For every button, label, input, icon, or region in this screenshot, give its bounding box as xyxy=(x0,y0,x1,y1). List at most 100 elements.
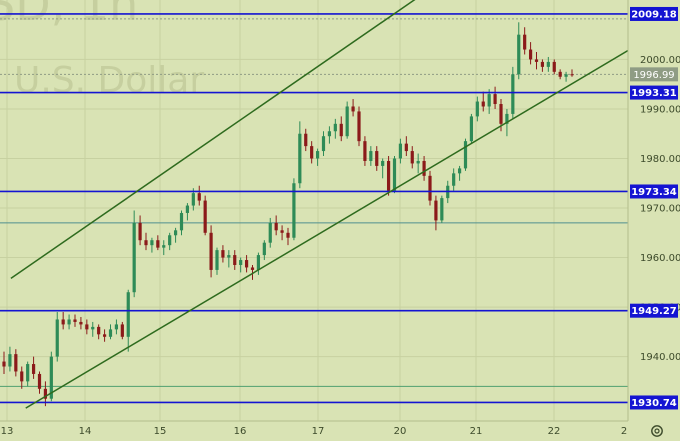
candle-body xyxy=(185,205,190,213)
candle xyxy=(440,195,444,223)
candle-body xyxy=(558,71,562,77)
candle-body xyxy=(381,160,385,166)
candle-body xyxy=(239,260,243,265)
candle xyxy=(268,217,272,248)
candle-body xyxy=(8,354,12,367)
candle-body xyxy=(357,111,361,142)
candle-body xyxy=(43,388,48,399)
time-tick-label: 21 xyxy=(470,426,483,437)
level-label-box xyxy=(630,85,678,100)
trend-lines xyxy=(10,0,661,409)
time-axis[interactable] xyxy=(0,421,628,441)
candle xyxy=(351,99,355,117)
candle-body xyxy=(97,326,101,335)
candle-body xyxy=(410,151,414,164)
candle xyxy=(363,136,367,166)
candle-body xyxy=(85,324,89,330)
candle xyxy=(540,59,545,72)
candle-body xyxy=(321,136,326,152)
grid xyxy=(0,0,631,421)
watermark: SD, 1h U.S. Dollar xyxy=(0,0,204,101)
candle xyxy=(244,255,249,273)
candle xyxy=(156,235,160,251)
level-label-text: 2009.18 xyxy=(631,9,677,20)
candle-body xyxy=(475,101,479,117)
candle xyxy=(97,324,101,340)
candle xyxy=(457,165,462,181)
candle-body xyxy=(351,106,355,112)
time-tick-label: 14 xyxy=(79,426,92,437)
candle xyxy=(416,153,420,174)
candle xyxy=(552,59,556,75)
candle-body xyxy=(375,151,379,166)
candle xyxy=(85,319,89,335)
time-tick-label: 15 xyxy=(154,426,167,437)
candle-body xyxy=(292,183,296,238)
candle-body xyxy=(369,151,373,161)
candle xyxy=(517,22,521,80)
candle xyxy=(79,316,83,330)
time-tick-label: 17 xyxy=(312,426,325,437)
candle xyxy=(20,366,24,389)
gear-icon xyxy=(651,425,663,437)
current-price-label: 1996.99 xyxy=(630,67,678,82)
time-tick-label: 22 xyxy=(548,426,561,437)
candle xyxy=(534,52,539,70)
level-label-1973.34: 1973.34 xyxy=(630,184,678,199)
candle-body xyxy=(138,222,142,241)
candle xyxy=(61,312,65,330)
time-tick-label: 20 xyxy=(394,426,407,437)
candle-body xyxy=(363,141,367,161)
trend-line-channel-lower xyxy=(25,30,661,409)
candle-body xyxy=(428,175,432,201)
candle-body xyxy=(173,230,178,236)
candle xyxy=(67,314,71,330)
candle xyxy=(310,141,314,164)
candle-body xyxy=(61,319,65,325)
candle xyxy=(138,215,142,246)
candle xyxy=(333,118,337,139)
candle xyxy=(546,56,550,72)
candle-body xyxy=(250,267,255,270)
candle-body xyxy=(26,364,30,382)
settings-button[interactable] xyxy=(648,423,666,439)
candle-body xyxy=(91,326,95,330)
candle xyxy=(523,27,527,55)
candle xyxy=(173,227,178,243)
candle-body xyxy=(315,151,320,159)
candle xyxy=(564,71,568,82)
price-tick-label: 1960.00 xyxy=(640,253,680,264)
candle xyxy=(256,252,261,275)
candle-body xyxy=(310,146,314,159)
candle-body xyxy=(440,198,444,221)
candle xyxy=(475,96,479,122)
candle xyxy=(162,240,166,256)
candle-body xyxy=(221,250,225,258)
time-tick-label: 2 xyxy=(621,426,627,437)
candle xyxy=(26,361,30,387)
plot-background xyxy=(0,0,628,421)
candle xyxy=(404,136,408,157)
candle xyxy=(102,329,107,342)
candle xyxy=(197,185,201,206)
candle xyxy=(8,346,12,372)
candle xyxy=(221,245,225,263)
candle-body xyxy=(150,240,154,246)
candle xyxy=(304,128,308,152)
candle-body xyxy=(452,173,456,186)
level-label-1949.27: 1949.27 xyxy=(630,303,678,318)
candle-body xyxy=(108,329,113,337)
candle xyxy=(126,289,130,352)
candle-body xyxy=(523,34,527,50)
price-tick-label: 1970.00 xyxy=(640,204,680,215)
candle xyxy=(233,250,237,270)
price-tick-label: 2000.00 xyxy=(640,55,680,66)
watermark-symbol: SD, 1h xyxy=(0,0,138,31)
level-label-box xyxy=(630,395,678,410)
candle xyxy=(31,356,36,379)
candle-body xyxy=(168,235,172,246)
candle-body xyxy=(179,212,184,231)
candle xyxy=(280,225,284,241)
candle xyxy=(132,210,136,298)
